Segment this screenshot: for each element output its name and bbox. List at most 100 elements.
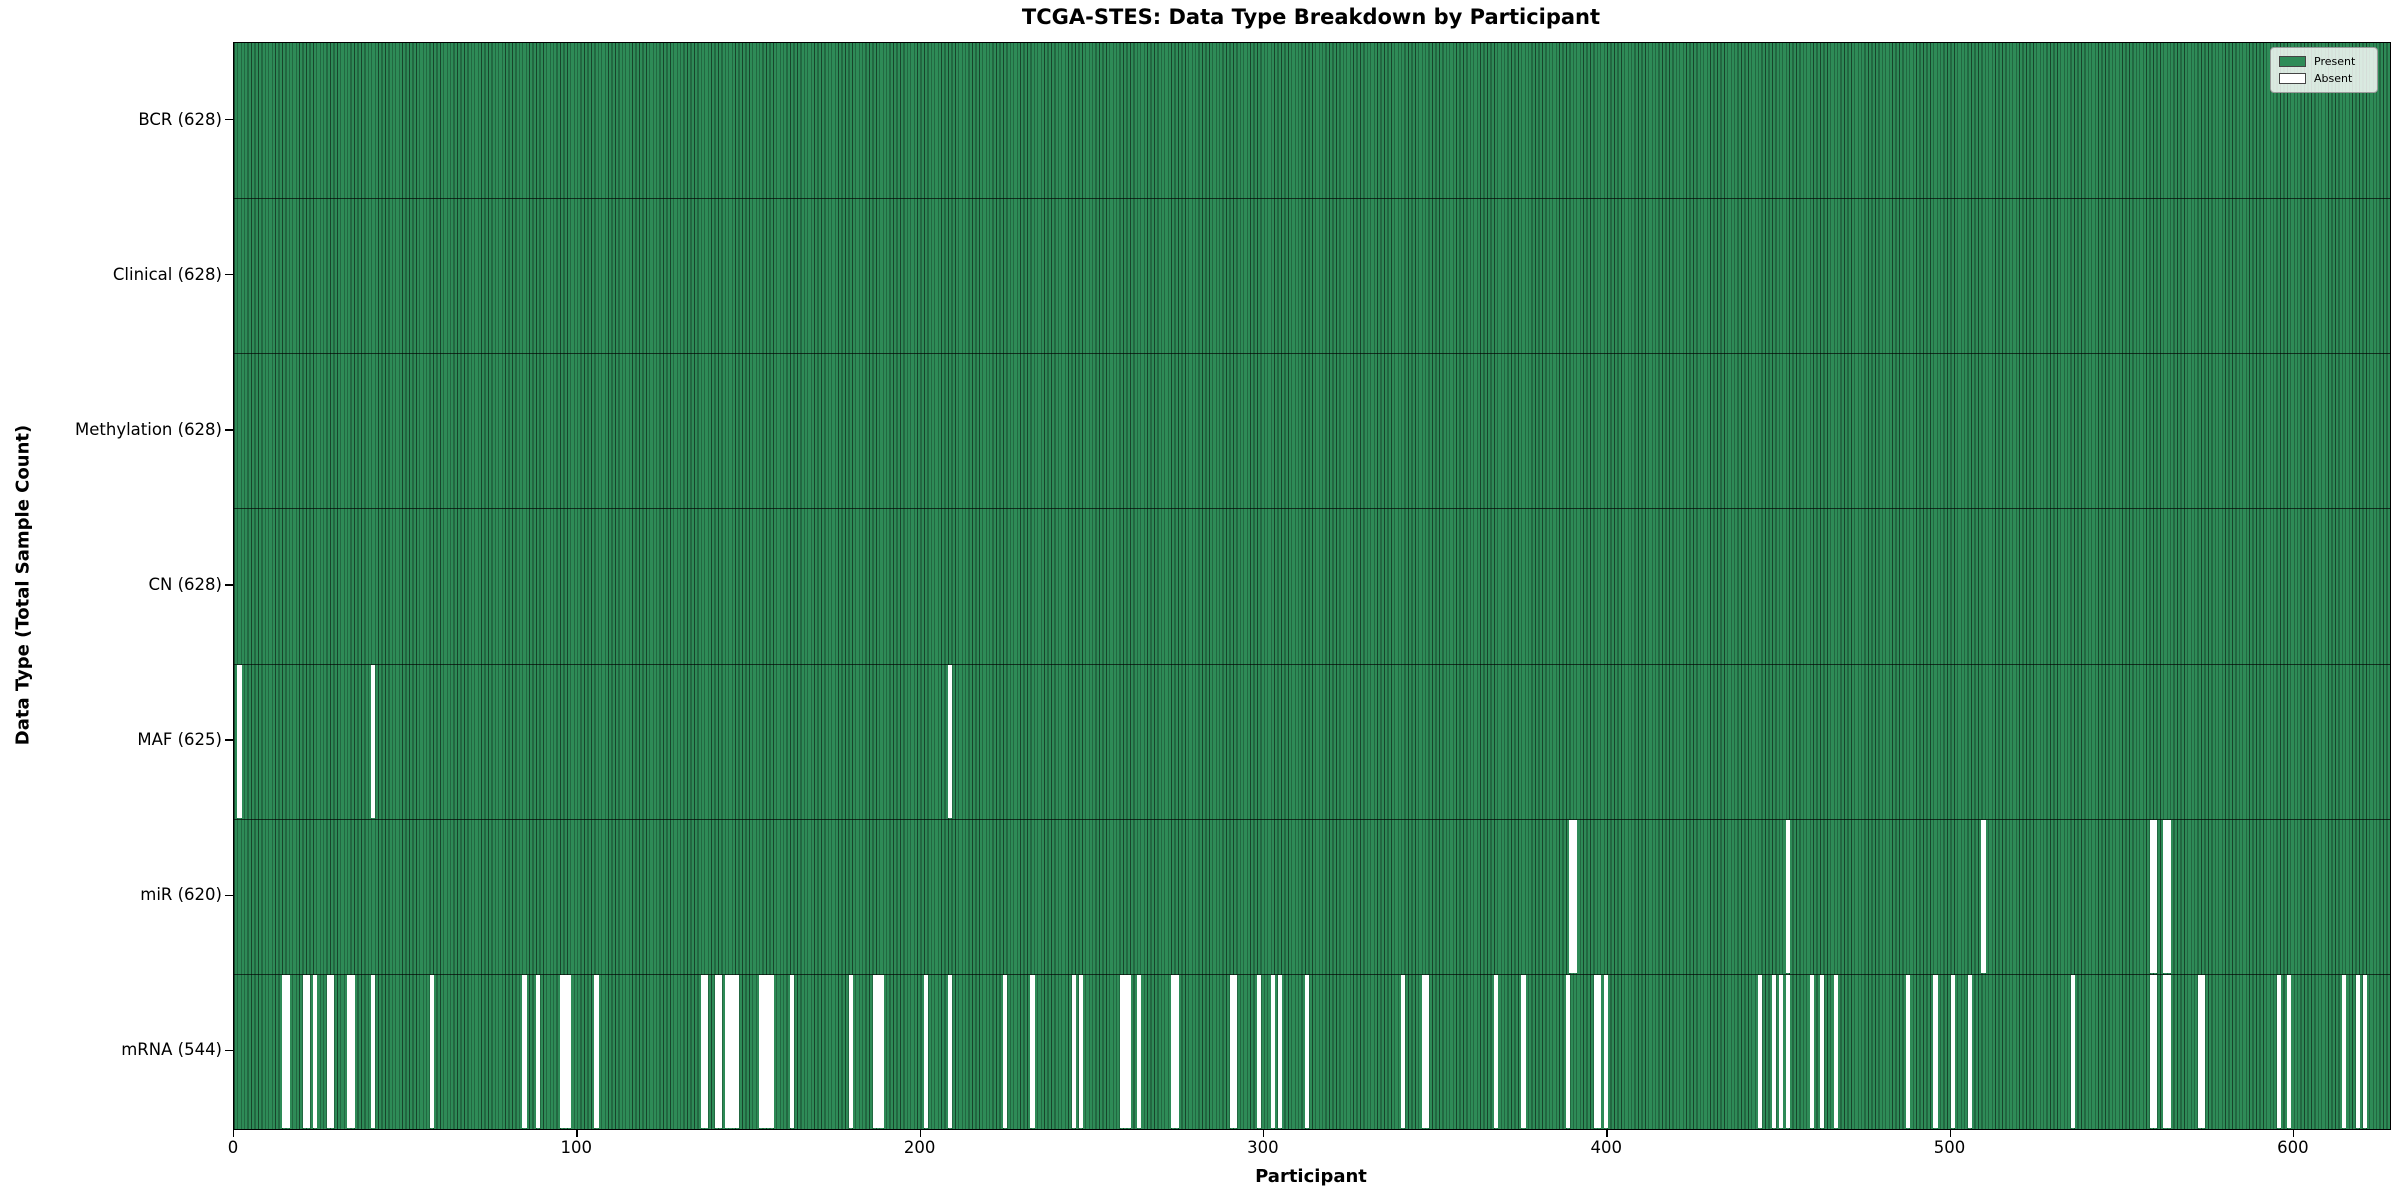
x-tick-label: 500 [1933, 1138, 1966, 1157]
absent-gap [1967, 974, 1972, 1128]
absent-gap [1277, 974, 1282, 1128]
absent-gap [2166, 819, 2171, 973]
absent-gap [1305, 974, 1310, 1128]
absent-gap [2153, 974, 2158, 1128]
x-tick-label: 100 [560, 1138, 593, 1157]
absent-gap [371, 974, 376, 1128]
absent-gap [1593, 974, 1598, 1128]
absent-gap [594, 974, 599, 1128]
x-tick-mark [1606, 1129, 1608, 1137]
y-tick-label-maf: MAF (625) [137, 730, 222, 750]
x-tick-mark [1949, 1129, 1951, 1137]
absent-gap [536, 974, 541, 1128]
x-tick-label: 400 [1590, 1138, 1622, 1157]
absent-gap [704, 974, 709, 1128]
absent-gap [1785, 974, 1790, 1128]
absent-gap [766, 974, 771, 1128]
absent-gap [2153, 819, 2158, 973]
absent-gap [1003, 974, 1008, 1128]
present-swatch [2279, 56, 2306, 67]
absent-gap [2341, 974, 2347, 1128]
row-divider [234, 353, 2390, 355]
absent-gap [1233, 974, 1238, 1128]
absent-gap [1785, 819, 1790, 973]
absent-gap [282, 974, 287, 1128]
y-tick-label-cn: CN (628) [148, 575, 222, 594]
row-divider [234, 508, 2390, 510]
x-tick-label: 600 [2277, 1138, 2309, 1157]
chart-title: TCGA-STES: Data Type Breakdown by Partic… [1021, 5, 1601, 29]
legend-entry-present: Present [2279, 53, 2369, 70]
absent-gap [1569, 819, 1574, 973]
absent-gap [1493, 974, 1499, 1128]
absent-gap [1078, 974, 1083, 1128]
x-tick-mark [576, 1129, 578, 1137]
absent-gap [2166, 974, 2171, 1128]
absent-gap [700, 974, 706, 1128]
absent-gap [1136, 974, 1142, 1128]
absent-gap [2070, 974, 2075, 1128]
heatmap-row-mir [234, 819, 2390, 974]
absent-gap [1981, 819, 1986, 973]
y-tick-label-mir: miR (620) [140, 885, 222, 905]
x-tick-label: 200 [903, 1138, 936, 1157]
absent-gap [237, 664, 242, 818]
absent-gap [1425, 974, 1430, 1128]
absent-gap [762, 974, 767, 1128]
legend: Present Absent [2270, 47, 2378, 93]
absent-gap [567, 974, 572, 1128]
absent-gap [2163, 819, 2168, 973]
absent-gap [1820, 974, 1825, 1128]
absent-gap [2287, 974, 2292, 1128]
absent-gap [2163, 974, 2168, 1128]
absent-gap [1126, 974, 1131, 1128]
absent-gap [563, 974, 568, 1128]
absent-gap [948, 974, 953, 1128]
legend-entry-absent: Absent [2279, 70, 2369, 87]
x-tick-label: 300 [1247, 1138, 1279, 1157]
x-tick-mark [919, 1129, 921, 1137]
heatmap-row-methylation [234, 353, 2390, 508]
y-tick-mark [225, 118, 233, 121]
absent-gap [2355, 974, 2360, 1128]
absent-gap [1772, 974, 1777, 1128]
heatmap-row-mrna [234, 974, 2390, 1129]
x-tick-mark [2292, 1129, 2295, 1137]
absent-gap [2149, 974, 2154, 1128]
absent-gap [872, 974, 877, 1128]
absent-gap [347, 974, 352, 1128]
absent-gap [1071, 974, 1076, 1128]
absent-gap [1758, 974, 1763, 1128]
absent-gap [1119, 974, 1124, 1128]
legend-absent-label: Absent [2314, 72, 2353, 85]
y-tick-label-bcr: BCR (628) [138, 109, 222, 129]
absent-gap [875, 974, 881, 1128]
absent-gap [522, 974, 527, 1128]
row-divider [234, 198, 2390, 200]
absent-swatch [2279, 73, 2306, 84]
absent-gap [312, 974, 318, 1128]
row-divider [234, 663, 2390, 665]
absent-gap [2197, 974, 2202, 1128]
x-tick-mark [233, 1129, 235, 1137]
absent-gap [429, 974, 434, 1128]
absent-gap [735, 974, 740, 1128]
absent-gap [728, 974, 733, 1128]
absent-gap [1950, 974, 1955, 1128]
absent-gap [714, 974, 719, 1128]
absent-gap [879, 974, 884, 1128]
absent-gap [350, 974, 355, 1128]
absent-gap [1778, 974, 1784, 1128]
absent-gap [326, 974, 331, 1128]
absent-gap [1933, 974, 1938, 1128]
absent-gap [2276, 974, 2281, 1128]
absent-gap [2201, 974, 2206, 1128]
absent-gap [560, 974, 565, 1128]
absent-gap [306, 974, 311, 1128]
absent-gap [1833, 974, 1838, 1128]
x-axis-label: Participant [1255, 1166, 1367, 1187]
absent-gap [1270, 974, 1275, 1128]
absent-gap [1257, 974, 1262, 1128]
absent-gap [1603, 974, 1608, 1128]
absent-gap [1123, 974, 1128, 1128]
